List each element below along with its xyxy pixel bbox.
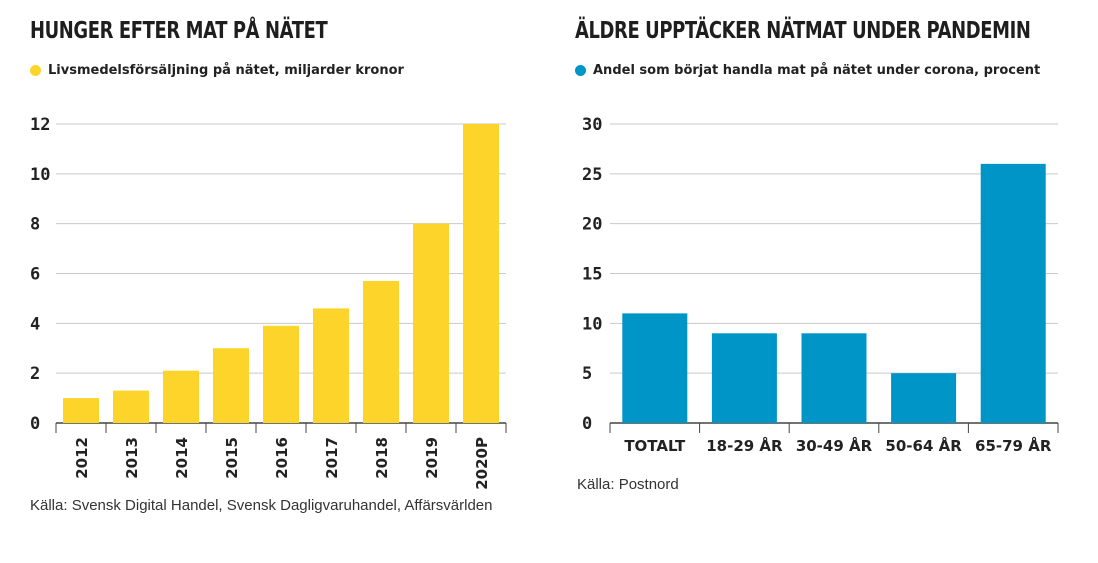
x-category-label: 2020P bbox=[473, 437, 491, 490]
x-category-label: 2012 bbox=[73, 437, 91, 479]
source-note: Källa: Postnord bbox=[577, 476, 679, 493]
y-tick-label: 0 bbox=[30, 414, 40, 434]
bar-chart-age-groups: 0 5 10 15 20 25 30 TOTALT 18-29 ÅR 30-49 ÅR 50-64 … bbox=[582, 115, 1059, 455]
x-category-label: 30-49 ÅR bbox=[796, 436, 873, 455]
bar bbox=[980, 163, 1046, 423]
legend: Andel som börjat handla mat på nätet und… bbox=[575, 63, 1040, 78]
y-tick-label: 12 bbox=[30, 115, 50, 135]
x-category-label: TOTALT bbox=[624, 437, 686, 455]
bar bbox=[63, 398, 99, 423]
chart-title: ÄLDRE UPPTÄCKER NÄTMAT UNDER PANDEMIN bbox=[575, 18, 1031, 44]
bar bbox=[113, 390, 149, 423]
y-tick-label: 6 bbox=[30, 265, 40, 285]
bar bbox=[363, 280, 399, 423]
bar bbox=[891, 373, 957, 423]
legend: Livsmedelsförsäljning på nätet, miljarde… bbox=[30, 63, 404, 78]
bar bbox=[463, 124, 499, 423]
bar bbox=[622, 313, 688, 423]
y-tick-label: 20 bbox=[582, 215, 602, 235]
legend-swatch bbox=[30, 65, 41, 76]
bar bbox=[163, 370, 199, 423]
chart-title: HUNGER EFTER MAT PÅ NÄTET bbox=[30, 18, 328, 44]
x-category-label: 50-64 ÅR bbox=[885, 436, 962, 455]
bar bbox=[711, 333, 777, 423]
x-category-label: 2014 bbox=[173, 437, 191, 479]
y-tick-label: 8 bbox=[30, 215, 40, 235]
x-category-label: 65-79 ÅR bbox=[975, 436, 1052, 455]
bar bbox=[413, 223, 449, 423]
chart-panel-online-food-sales: HUNGER EFTER MAT PÅ NÄTET Livsmedelsförs… bbox=[0, 0, 540, 563]
x-category-label: 2018 bbox=[373, 437, 391, 479]
y-tick-label: 15 bbox=[582, 265, 602, 285]
source-note: Källa: Svensk Digital Handel, Svensk Dag… bbox=[30, 497, 493, 514]
y-tick-label: 10 bbox=[30, 165, 50, 185]
y-tick-label: 0 bbox=[582, 414, 592, 434]
legend-label: Livsmedelsförsäljning på nätet, miljarde… bbox=[48, 63, 404, 78]
x-category-label: 2016 bbox=[273, 437, 291, 479]
x-category-label: 2017 bbox=[323, 437, 341, 479]
y-tick-label: 25 bbox=[582, 165, 602, 185]
y-tick-label: 2 bbox=[30, 364, 40, 384]
legend-swatch bbox=[575, 65, 586, 76]
y-tick-label: 10 bbox=[582, 314, 602, 334]
bar-chart-sales: 0 2 4 6 8 10 12 2012 2013 2014 2015 2016 2017 2018 201… bbox=[30, 115, 507, 490]
chart-panel-pandemic-shoppers: ÄLDRE UPPTÄCKER NÄTMAT UNDER PANDEMIN An… bbox=[560, 0, 1098, 563]
y-tick-label: 5 bbox=[582, 364, 592, 384]
y-tick-label: 30 bbox=[582, 115, 602, 135]
bar bbox=[313, 308, 349, 423]
bar bbox=[801, 333, 867, 423]
y-tick-label: 4 bbox=[30, 314, 40, 334]
x-category-label: 2015 bbox=[223, 437, 241, 479]
x-category-label: 2013 bbox=[123, 437, 141, 479]
x-category-label: 18-29 ÅR bbox=[706, 436, 783, 455]
x-category-label: 2019 bbox=[423, 437, 441, 479]
bar bbox=[213, 348, 249, 423]
bar bbox=[263, 325, 299, 423]
legend-label: Andel som börjat handla mat på nätet und… bbox=[593, 63, 1041, 78]
